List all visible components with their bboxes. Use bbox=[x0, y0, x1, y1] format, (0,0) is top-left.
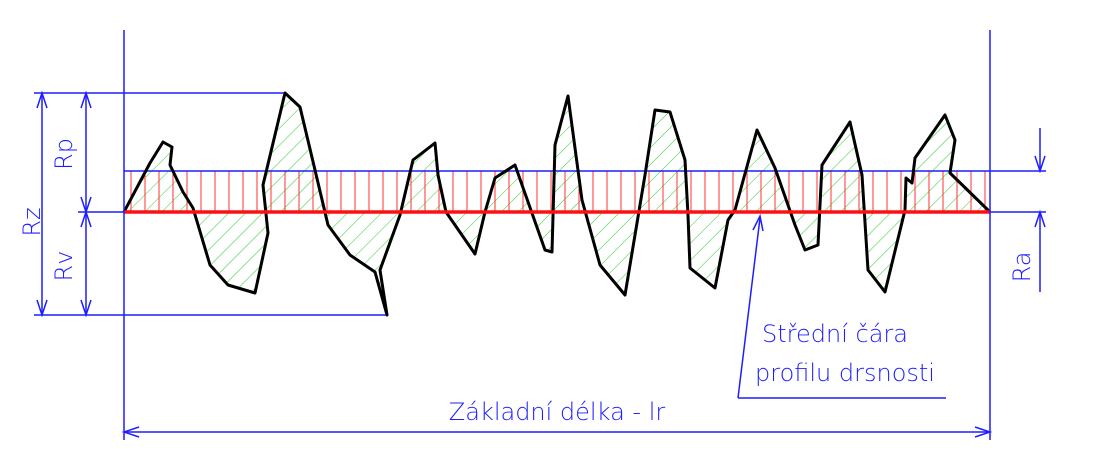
rz-dimension bbox=[36, 90, 48, 318]
rv-dimension bbox=[80, 209, 92, 318]
profile-area-hatch bbox=[124, 93, 990, 315]
roughness-profile bbox=[122, 91, 992, 317]
rv-label: Rv bbox=[50, 251, 78, 282]
mean-line-label-2: profilu drsnosti bbox=[755, 359, 935, 387]
mean-line-leader bbox=[737, 213, 946, 399]
ra-band bbox=[124, 170, 990, 212]
rp-label: Rp bbox=[50, 138, 78, 170]
ra-band-hatch bbox=[130, 171, 986, 212]
sampling-length-label: Základní délka - lr bbox=[449, 398, 666, 426]
ra-label: Ra bbox=[1008, 252, 1036, 283]
rp-dimension bbox=[80, 90, 92, 215]
rz-label: Rz bbox=[18, 207, 46, 236]
ra-dimension bbox=[1034, 128, 1046, 292]
sampling-length-dimension bbox=[121, 426, 993, 438]
mean-line-label-1: Střední čára bbox=[762, 320, 908, 348]
